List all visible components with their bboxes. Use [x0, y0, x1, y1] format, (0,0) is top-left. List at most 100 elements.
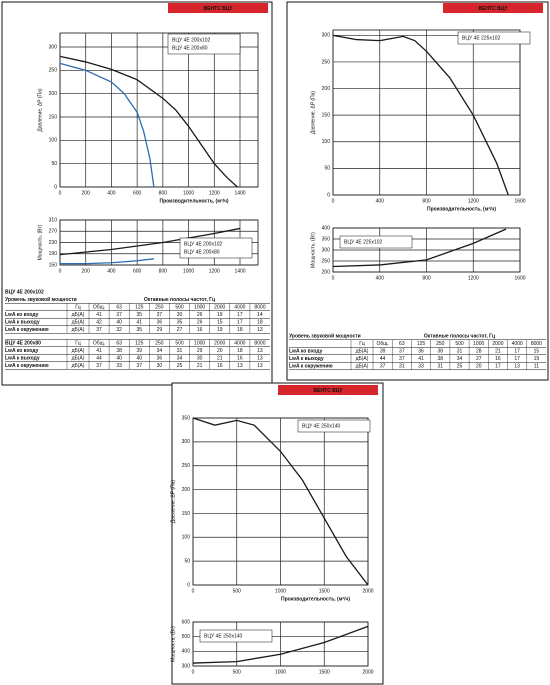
column-header: 2000 — [492, 341, 503, 347]
cell: 36 — [418, 348, 424, 354]
cell: 40 — [136, 355, 142, 361]
cell: 26 — [197, 312, 203, 318]
cell: 31 — [437, 363, 443, 369]
cell: 31 — [399, 363, 405, 369]
column-header: Общ. — [376, 341, 388, 347]
y-tick-label: 500 — [182, 634, 191, 640]
row-label: LwA ко входу — [5, 312, 39, 318]
y-tick-label: 310 — [49, 217, 58, 223]
y-tick-label: 0 — [54, 184, 57, 190]
column-header: Гц — [75, 340, 81, 346]
table-title: ВЦУ 4Е 200х102 — [5, 289, 44, 295]
cell: 38 — [437, 356, 443, 362]
cell: 30 — [197, 355, 203, 361]
y-tick-label: 50 — [324, 166, 330, 172]
cell: 30 — [157, 363, 163, 369]
cell: 36 — [157, 319, 163, 325]
cell: 15 — [217, 319, 223, 325]
cell: 17 — [514, 356, 520, 362]
column-header: 63 — [116, 340, 122, 346]
x-tick-label: 1000 — [275, 588, 286, 594]
group-label: Октавные полосы частот, Гц — [424, 333, 496, 339]
cell: 41 — [418, 356, 424, 362]
panel-header: ВЕНТС ВЦУ — [204, 6, 234, 12]
cell: 38 — [437, 348, 443, 354]
cell: 17 — [237, 312, 243, 318]
legend-entry: ВЦУ 4Е 225х102 — [344, 239, 383, 245]
cell: 32 — [116, 327, 122, 333]
column-header: 63 — [116, 304, 122, 310]
y-tick-label: 300 — [182, 439, 191, 445]
column-header: 1000 — [194, 340, 205, 346]
cell: 15 — [534, 348, 540, 354]
x-tick-label: 800 — [159, 190, 168, 196]
cell: 21 — [217, 355, 223, 361]
column-header: Гц — [75, 304, 81, 310]
cell: 41 — [96, 348, 102, 354]
x-tick-label: 800 — [159, 268, 168, 274]
legend-entry: ВЦУ 4Е 200х102 — [184, 241, 223, 247]
cell: 33 — [116, 363, 122, 369]
cell: 16 — [237, 355, 243, 361]
y-tick-label: 300 — [49, 44, 58, 50]
row-label: LwA к окружению — [5, 363, 49, 369]
y-tick-label: 350 — [182, 415, 191, 421]
y-tick-label: 0 — [327, 192, 330, 198]
x-tick-label: 1500 — [319, 588, 330, 594]
cell: 37 — [380, 363, 386, 369]
y-tick-label: 350 — [322, 236, 331, 242]
legend-entry: ВЦУ 4Е 200х102 — [172, 37, 211, 43]
column-header: 1000 — [473, 341, 484, 347]
panel-header: ВЕНТС ВЦУ — [479, 6, 509, 12]
column-header: 250 — [155, 340, 164, 346]
legend-entry: ВЦУ 4Е 225х102 — [462, 35, 501, 41]
x-tick-label: 1400 — [234, 268, 245, 274]
plot-frame — [59, 32, 259, 188]
legend-box — [457, 31, 531, 45]
column-header: 500 — [455, 341, 464, 347]
cell: 31 — [457, 348, 463, 354]
y-tick-label: 150 — [49, 262, 58, 268]
legend-box — [297, 419, 371, 433]
x-tick-label: 800 — [422, 275, 431, 281]
x-tick-label: 1600 — [514, 275, 525, 281]
x-tick-label: 600 — [133, 190, 142, 196]
cell: 37 — [96, 327, 102, 333]
x-tick-label: 400 — [107, 268, 116, 274]
group-label: Уровень звуковой мощности — [5, 296, 77, 303]
panel-header-box — [278, 385, 378, 395]
cell: 25 — [457, 363, 463, 369]
x-tick-label: 0 — [332, 198, 335, 204]
cell: 33 — [418, 363, 424, 369]
cell: 39 — [380, 348, 386, 354]
y-axis-label: Мощность, (Вт) — [310, 232, 316, 268]
x-tick-label: 600 — [133, 268, 142, 274]
y-axis-label: Мощность, (Вт) — [37, 224, 43, 260]
cell: 16 — [495, 356, 501, 362]
x-tick-label: 1000 — [183, 268, 194, 274]
x-tick-label: 0 — [59, 190, 62, 196]
panel-header-box — [443, 3, 543, 13]
x-axis-label: Производительность, (м³/ч) — [159, 198, 228, 204]
y-tick-label: 200 — [182, 487, 191, 493]
cell: 14 — [257, 312, 263, 318]
column-header: 8000 — [254, 304, 265, 310]
cell: 37 — [157, 312, 163, 318]
column-header: Гц — [359, 341, 365, 347]
curve — [332, 228, 507, 268]
y-tick-label: 150 — [49, 114, 58, 120]
row-label: LwA к выходу — [5, 355, 40, 361]
cell: 34 — [157, 348, 163, 354]
y-tick-label: 250 — [49, 68, 58, 74]
row-label: LwA к выходу — [5, 319, 40, 325]
column-header: 250 — [155, 304, 164, 310]
cell: 41 — [96, 312, 102, 318]
cell: 35 — [177, 319, 183, 325]
y-tick-label: 400 — [322, 225, 331, 231]
cell: 35 — [136, 327, 142, 333]
legend-entry: ВЦУ 4Е 200х80 — [172, 45, 208, 51]
cell: 25 — [177, 363, 183, 369]
x-tick-label: 1600 — [514, 198, 525, 204]
curve — [59, 55, 238, 188]
